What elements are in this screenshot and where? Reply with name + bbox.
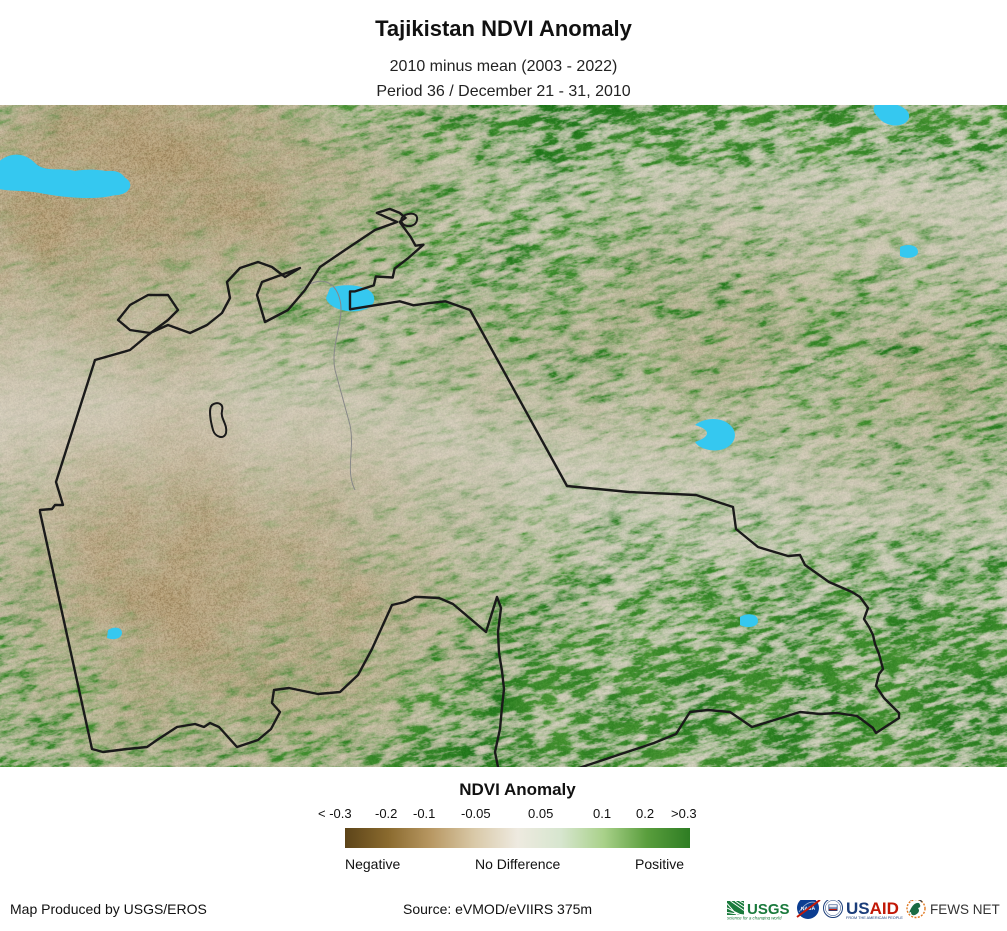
svg-text:science for a changing world: science for a changing world	[727, 916, 782, 921]
svg-text:FEWS NET: FEWS NET	[930, 902, 1000, 917]
svg-text:FROM THE AMERICAN PEOPLE: FROM THE AMERICAN PEOPLE	[846, 916, 903, 920]
